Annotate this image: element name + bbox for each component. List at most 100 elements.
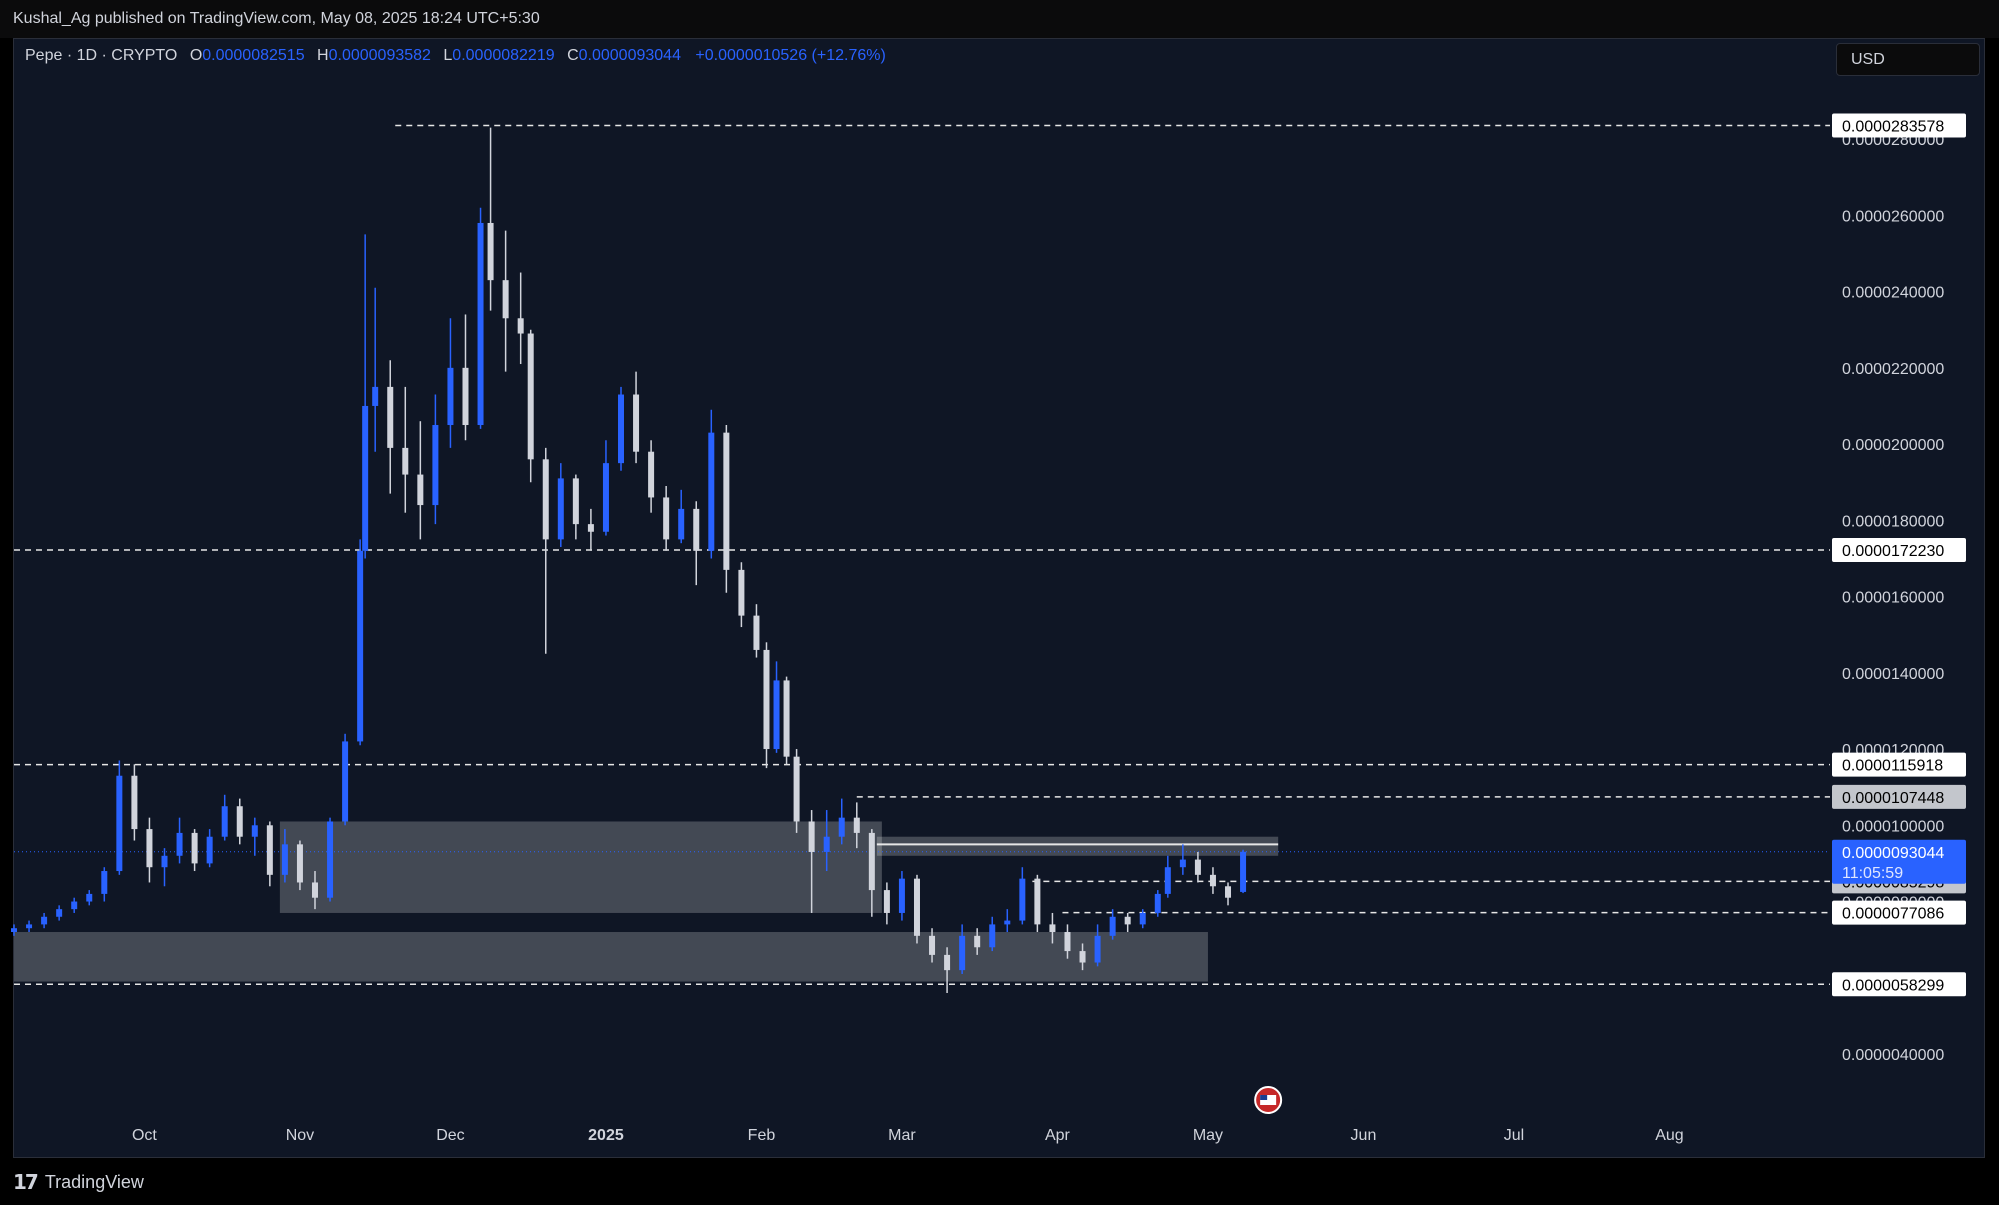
level-badge-6: [1832, 972, 1966, 997]
flag-stripes: [1260, 1095, 1277, 1105]
y-tick-label-8: 0.0000200000: [1842, 437, 1944, 454]
y-tick-label-5: 0.0000140000: [1842, 666, 1944, 683]
high-value: 0.0000093582: [328, 47, 431, 64]
candle-body-29: [432, 425, 439, 506]
candle-body-55: [793, 756, 800, 822]
open-value: 0.0000082515: [202, 47, 305, 64]
level-badge-label-1: 0.0000172230: [1842, 543, 1944, 560]
candle-body-35: [517, 318, 524, 334]
flag-canton: [1260, 1095, 1268, 1100]
chart-frame[interactable]: [13, 38, 1985, 1158]
published-bar: Kushal_Ag published on TradingView.com, …: [0, 0, 1999, 38]
candle-body-25: [372, 386, 379, 406]
candle-body-38: [557, 478, 564, 540]
zones-layer: [14, 821, 1279, 982]
candle-body-66: [959, 935, 966, 971]
candle-body-10: [161, 855, 168, 868]
candle-body-36: [527, 333, 534, 460]
x-tick-label-7: May: [1193, 1127, 1223, 1144]
candle-body-69: [1004, 920, 1011, 925]
candle-body-43: [633, 394, 640, 452]
zone-0: [279, 821, 882, 913]
level-badge-1: [1832, 537, 1966, 562]
candle-body-59: [853, 817, 860, 833]
y-tick-label-6: 0.0000160000: [1842, 590, 1944, 607]
x-tick-label-10: Aug: [1655, 1127, 1683, 1144]
level-badge-label-6: 0.0000058299: [1842, 977, 1944, 994]
time-axis: Oct Nov Dec 2025 Feb Mar Apr May Jun Jul Aug: [132, 1127, 1684, 1144]
candle-body-6: [101, 871, 108, 894]
candle-body-45: [663, 497, 670, 540]
candle-body-2: [41, 916, 48, 925]
candle-body-46: [678, 508, 685, 540]
candle-body-13: [206, 836, 213, 864]
candle-body-58: [838, 817, 845, 837]
zone-1: [14, 932, 1208, 982]
candle-body-84: [1225, 886, 1232, 898]
candle-body-20: [311, 882, 318, 898]
zone-2: [876, 836, 1279, 856]
candle-body-27: [402, 447, 409, 475]
candle-body-65: [944, 954, 951, 971]
candle-body-78: [1139, 912, 1146, 925]
high-label: H: [317, 47, 329, 64]
candle-body-57: [823, 836, 830, 852]
currency-button[interactable]: USD: [1836, 43, 1980, 76]
candles-layer: [11, 127, 1247, 994]
candle-body-1: [26, 924, 33, 929]
last-price-badge: [1832, 839, 1966, 884]
candle-body-15: [236, 806, 243, 837]
candle-body-72: [1049, 924, 1056, 933]
y-tick-label-3: 0.0000100000: [1842, 818, 1944, 835]
candle-body-40: [587, 524, 594, 532]
tradingview-logo[interactable]: 17 TradingView: [13, 1170, 144, 1194]
candle-body-52: [763, 649, 770, 750]
candle-body-3: [56, 909, 63, 917]
y-tick-label-9: 0.0000220000: [1842, 361, 1944, 378]
candle-body-39: [572, 478, 579, 525]
candle-body-14: [221, 806, 228, 837]
candle-body-85: [1240, 851, 1247, 892]
level-badge-3: [1832, 784, 1966, 809]
candle-body-75: [1094, 935, 1101, 963]
candle-body-30: [447, 367, 454, 426]
brand-name: TradingView: [44, 1171, 144, 1192]
candle-body-61: [883, 890, 890, 913]
candle-body-48: [708, 432, 715, 551]
candle-body-50: [738, 569, 745, 616]
candle-body-33: [487, 222, 494, 281]
last-price-label: 0.0000093044: [1842, 845, 1944, 862]
candle-body-34: [502, 280, 509, 319]
candle-body-7: [116, 775, 123, 872]
candle-body-11: [176, 832, 183, 856]
candle-body-53: [773, 680, 780, 750]
candle-body-21: [327, 821, 334, 898]
candle-body-71: [1034, 878, 1041, 925]
candle-body-19: [296, 844, 303, 883]
close-label: C: [567, 47, 579, 64]
candle-body-32: [477, 222, 484, 426]
countdown-label: 11:05:59: [1842, 865, 1903, 882]
candle-body-77: [1124, 916, 1131, 925]
x-tick-label-3: 2025: [588, 1127, 624, 1144]
ohlc-legend: Pepe · 1D · CRYPTO O0.0000082515 H0.0000…: [25, 47, 886, 65]
candle-body-80: [1164, 867, 1171, 894]
candle-body-24: [362, 405, 369, 551]
level-badge-label-5: 0.0000077086: [1842, 906, 1944, 923]
candle-body-8: [131, 775, 138, 830]
level-badge-0: [1832, 113, 1966, 138]
level-badge-label-3: 0.0000107448: [1842, 790, 1944, 807]
level-badge-2: [1832, 752, 1966, 777]
symbol-label[interactable]: Pepe · 1D · CRYPTO: [25, 47, 178, 64]
candle-body-23: [357, 550, 364, 742]
published-text: Kushal_Ag published on TradingView.com, …: [13, 10, 540, 27]
candle-body-60: [868, 832, 875, 891]
tradingview-logo-icon: 17: [13, 1170, 39, 1194]
candle-body-79: [1154, 893, 1161, 913]
x-tick-label-2: Dec: [436, 1127, 464, 1144]
y-tick-label-7: 0.0000180000: [1842, 513, 1944, 530]
candle-body-64: [929, 935, 936, 955]
candle-body-22: [342, 741, 349, 822]
candle-body-83: [1209, 874, 1216, 887]
